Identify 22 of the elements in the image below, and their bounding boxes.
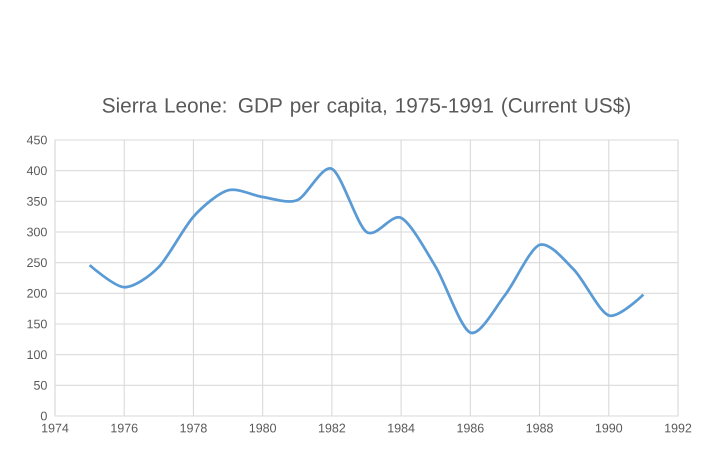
y-tick-label: 250: [27, 258, 47, 268]
x-tick-label: 1992: [665, 424, 692, 432]
x-tick-label: 1984: [388, 424, 415, 432]
line-series: [88, 167, 645, 334]
y-tick-label: 50: [34, 380, 47, 390]
x-tick-label: 1974: [42, 424, 68, 432]
y-tick-label: 0: [40, 412, 47, 420]
y-tick-label: 400: [26, 166, 47, 176]
y-tick-label: 350: [27, 196, 47, 206]
y-tick-label: 100: [28, 350, 47, 360]
x-tick-label: 1980: [250, 424, 276, 432]
x-tick-label: 1982: [318, 424, 346, 432]
y-tick-label: 200: [27, 288, 47, 298]
x-tick-label: 1986: [457, 424, 484, 432]
x-tick-label: 1976: [111, 424, 138, 432]
x-tick-label: 1990: [596, 424, 622, 432]
x-tick-label: 1988: [526, 424, 553, 432]
y-tick-label: 450: [26, 136, 47, 144]
y-tick-label: 150: [28, 320, 47, 328]
x-tick-label: 1978: [180, 424, 207, 432]
y-tick-label: 300: [27, 228, 47, 236]
chart-title: Sierra Leone: GDP per capita, 1975-1991 (Current US$): [102, 97, 630, 117]
